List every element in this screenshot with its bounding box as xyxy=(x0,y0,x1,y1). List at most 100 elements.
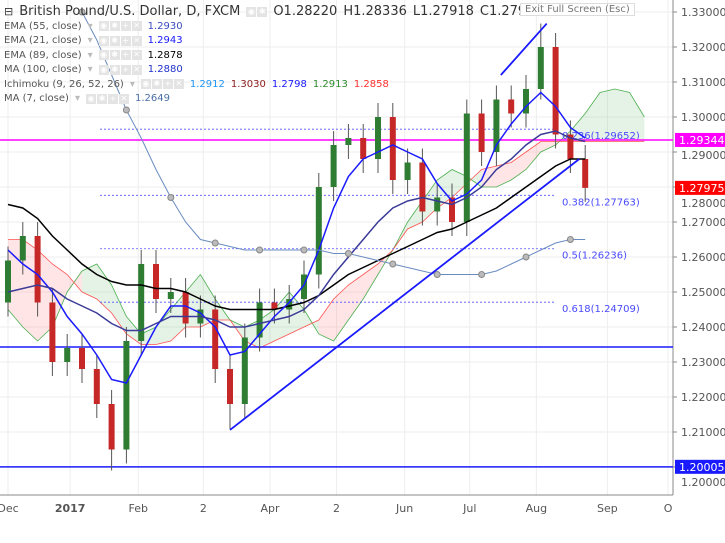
close-icon[interactable]: ✕ xyxy=(131,35,142,46)
indicator-value: 1.2649 xyxy=(134,93,170,105)
indicator-dot xyxy=(566,236,574,243)
candle-body xyxy=(167,292,174,299)
indicator-dot xyxy=(300,246,308,254)
eye-icon[interactable]: ◉ xyxy=(85,93,96,104)
candle-body xyxy=(567,134,574,159)
indicator-value: 1.2798 xyxy=(271,78,307,90)
x-tick-label: Aug xyxy=(526,502,547,515)
indicator-value: 1.2878 xyxy=(147,49,183,61)
eye-icon[interactable]: ◉ xyxy=(98,35,109,46)
indicator-dot xyxy=(122,106,130,114)
indicator-label[interactable]: EMA (21, close) xyxy=(4,35,82,47)
candle-body xyxy=(360,138,367,159)
indicator-buttons[interactable]: ◉ ✱ + ✕ xyxy=(98,35,142,46)
candle-body xyxy=(493,99,500,152)
cloud-segment xyxy=(600,89,615,142)
eye-icon[interactable]: ◉ xyxy=(140,79,151,90)
cloud-segment xyxy=(52,264,68,327)
gear-icon[interactable]: ✱ xyxy=(151,79,162,90)
indicator-row[interactable]: MA (100, close) ▾ ◉ ✱ + ✕ 1.2880 xyxy=(4,63,543,78)
eye-icon[interactable]: ◉ xyxy=(98,50,109,61)
candle-body xyxy=(582,159,589,188)
indicator-buttons[interactable]: ◉ ✱ + ✕ xyxy=(85,93,129,104)
y-tick-label: 1.23000 xyxy=(681,356,725,369)
plus-icon[interactable]: + xyxy=(120,35,131,46)
close-icon[interactable]: ✕ xyxy=(131,64,142,75)
cloud-segment xyxy=(259,309,275,348)
eye-icon[interactable]: ◉ xyxy=(98,64,109,75)
indicator-buttons[interactable]: ◉ ✱ + ✕ xyxy=(98,64,142,75)
candle-body xyxy=(404,162,411,180)
indicator-dot xyxy=(211,239,219,247)
eye-icon[interactable]: ◉ xyxy=(98,21,109,32)
plus-icon[interactable]: + xyxy=(120,21,131,32)
indicator-label[interactable]: EMA (89, close) xyxy=(4,49,82,61)
candle-body xyxy=(108,404,115,450)
candle-body xyxy=(523,89,529,114)
candle-body xyxy=(49,302,56,362)
indicator-dot xyxy=(78,8,86,16)
gear-icon[interactable]: ✱ xyxy=(96,93,107,104)
dropdown-icon[interactable]: ▾ xyxy=(87,20,93,32)
indicator-label[interactable]: EMA (55, close) xyxy=(4,20,82,32)
close-icon[interactable]: ✕ xyxy=(131,21,142,32)
ohlc-open: O1.28220 xyxy=(273,4,338,19)
ohlc-low: L1.27918 xyxy=(412,4,474,19)
collapse-icon[interactable]: ⊟ xyxy=(4,5,14,18)
dropdown-icon[interactable]: ▾ xyxy=(87,35,93,47)
indicator-value: 1.2930 xyxy=(147,20,183,32)
plus-icon[interactable]: + xyxy=(162,79,173,90)
y-tick-label: 1.33000 xyxy=(681,6,725,19)
gear-icon[interactable]: ✱ xyxy=(109,64,120,75)
plus-icon[interactable]: + xyxy=(107,93,118,104)
gear-icon[interactable]: ✱ xyxy=(257,6,268,17)
indicator-row[interactable]: MA (7, close) ▾ ◉ ✱ + ✕ 1.2649 xyxy=(4,92,543,107)
close-icon[interactable]: ✕ xyxy=(131,50,142,61)
dropdown-icon[interactable]: ▾ xyxy=(74,93,80,105)
indicator-row[interactable]: EMA (55, close) ▾ ◉ ✱ + ✕ 1.2930 xyxy=(4,19,543,34)
candle-body xyxy=(419,162,426,212)
indicator-label[interactable]: MA (7, close) xyxy=(4,93,69,105)
dropdown-icon[interactable]: ▾ xyxy=(87,64,93,76)
indicator-row[interactable]: Ichimoku (9, 26, 52, 26) ▾ ◉ ✱ + ✕ 1.2912 1.303… xyxy=(4,77,543,92)
close-icon[interactable]: ✕ xyxy=(118,93,129,104)
candle-body xyxy=(79,348,85,369)
candle-body xyxy=(552,47,559,135)
gear-icon[interactable]: ✱ xyxy=(109,35,120,46)
indicator-buttons[interactable]: ◉ ✱ + ✕ xyxy=(98,50,142,61)
indicator-row[interactable]: EMA (89, close) ▾ ◉ ✱ + ✕ 1.2878 xyxy=(4,48,543,63)
cloud-segment xyxy=(511,152,526,180)
indicator-row[interactable]: EMA (21, close) ▾ ◉ ✱ + ✕ 1.2943 xyxy=(4,34,543,49)
candle-body xyxy=(256,302,263,338)
exit-full-screen-button[interactable]: Exit Full Screen (Esc) xyxy=(520,3,635,16)
indicator-value: 1.2858 xyxy=(353,78,389,90)
indicator-dot xyxy=(478,271,486,278)
y-tick-label: 1.24000 xyxy=(681,321,725,334)
cloud-segment xyxy=(614,89,630,142)
plus-icon[interactable]: + xyxy=(120,50,131,61)
header-buttons[interactable]: ◉ ✱ xyxy=(246,6,268,17)
indicator-buttons[interactable]: ◉ ✱ + ✕ xyxy=(140,79,184,90)
cloud-segment xyxy=(333,285,349,341)
legend: ⊟ British Pound/U.S. Dollar, D, FXCM ◉ ✱ … xyxy=(4,4,543,106)
dropdown-icon[interactable]: ▾ xyxy=(129,78,135,90)
trendline xyxy=(229,158,580,431)
candle-body xyxy=(286,299,293,310)
y-tick-label: 1.32000 xyxy=(681,41,725,54)
x-tick-label: Apr xyxy=(260,502,280,515)
gear-icon[interactable]: ✱ xyxy=(109,50,120,61)
close-icon[interactable]: ✕ xyxy=(173,79,184,90)
cloud-segment xyxy=(200,274,216,327)
gear-icon[interactable]: ✱ xyxy=(109,21,120,32)
indicator-buttons[interactable]: ◉ ✱ + ✕ xyxy=(98,21,142,32)
indicator-label[interactable]: MA (100, close) xyxy=(4,64,82,76)
symbol-title[interactable]: British Pound/U.S. Dollar, D, FXCM xyxy=(19,4,241,19)
eye-icon[interactable]: ◉ xyxy=(246,6,257,17)
plus-icon[interactable]: + xyxy=(120,64,131,75)
indicator-line xyxy=(7,158,586,311)
dropdown-icon[interactable]: ▾ xyxy=(87,49,93,61)
indicator-label[interactable]: Ichimoku (9, 26, 52, 26) xyxy=(4,78,124,90)
indicator-dot xyxy=(167,194,175,201)
indicator-dot xyxy=(256,246,264,254)
